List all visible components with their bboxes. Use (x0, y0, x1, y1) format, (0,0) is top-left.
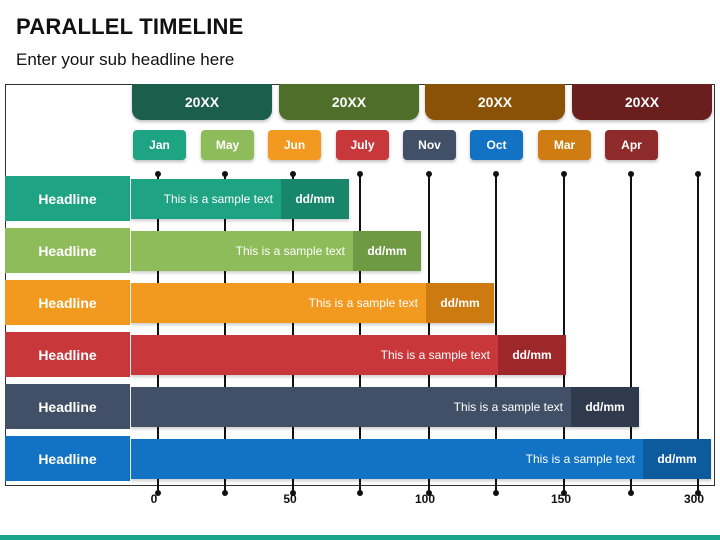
axis-tick-label: 150 (550, 492, 572, 506)
row-label-text: Headline (38, 450, 97, 467)
bar-date: dd/mm (498, 335, 566, 375)
year-tab: 20XX (279, 84, 419, 120)
page-title: PARALLEL TIMELINE (16, 14, 244, 39)
month-label: Jun (283, 138, 306, 152)
row-label: Headline (5, 228, 130, 273)
year-tab: 20XX (132, 84, 272, 120)
row-label-text: Headline (38, 398, 97, 415)
row-label: Headline (5, 176, 130, 221)
bar-date: dd/mm (353, 231, 421, 271)
axis-tick-label: 50 (283, 492, 297, 506)
year-tab: 20XX (425, 84, 565, 120)
month-pill: Jun (268, 130, 321, 160)
month-pill: July (336, 130, 389, 160)
grid-line (695, 171, 701, 496)
grid-line (155, 171, 161, 496)
bar-text: This is a sample text (163, 192, 273, 206)
row-label: Headline (5, 332, 130, 377)
row-label-text: Headline (38, 242, 97, 259)
timeline-bar: This is a sample text dd/mm (131, 179, 349, 219)
grid-line (222, 171, 228, 496)
year-tab: 20XX (572, 84, 712, 120)
axis-tick-label: 0 (150, 492, 158, 506)
grid-line (290, 171, 296, 496)
row-label: Headline (5, 384, 130, 429)
bar-date: dd/mm (643, 439, 711, 479)
row-label: Headline (5, 280, 130, 325)
page-subtitle: Enter your sub headline here (16, 50, 235, 69)
month-pill: May (201, 130, 254, 160)
month-pill: Apr (605, 130, 658, 160)
grid-line (426, 171, 432, 496)
month-pill: Mar (538, 130, 591, 160)
grid-line (628, 171, 634, 496)
month-label: Jan (149, 138, 170, 152)
row-label-text: Headline (38, 294, 97, 311)
footer-accent-bar (0, 535, 720, 540)
row-label-text: Headline (38, 190, 97, 207)
bar-text: This is a sample text (235, 244, 345, 258)
bar-text: This is a sample text (525, 452, 635, 466)
bar-date: dd/mm (571, 387, 639, 427)
year-label: 20XX (184, 94, 220, 110)
month-label: Apr (621, 138, 642, 152)
month-pill: Oct (470, 130, 523, 160)
year-label: 20XX (477, 94, 513, 110)
month-label: May (215, 138, 240, 152)
timeline-bar: This is a sample text dd/mm (131, 387, 639, 427)
timeline-bar: This is a sample text dd/mm (131, 231, 421, 271)
bar-date: dd/mm (426, 283, 494, 323)
bar-text: This is a sample text (453, 400, 563, 414)
year-label: 20XX (624, 94, 660, 110)
month-label: July (350, 138, 375, 152)
grid-line (561, 171, 567, 496)
timeline-bar: This is a sample text dd/mm (131, 335, 566, 375)
year-label: 20XX (331, 94, 367, 110)
row-label-text: Headline (38, 346, 97, 363)
bar-text: This is a sample text (380, 348, 490, 362)
month-pill: Jan (133, 130, 186, 160)
bar-date: dd/mm (281, 179, 349, 219)
timeline-bar: This is a sample text dd/mm (131, 439, 711, 479)
timeline-bar: This is a sample text dd/mm (131, 283, 494, 323)
bar-text: This is a sample text (308, 296, 418, 310)
month-pill: Nov (403, 130, 456, 160)
grid-line (493, 171, 499, 496)
month-label: Mar (553, 138, 576, 152)
axis-tick-label: 300 (683, 492, 705, 506)
month-label: Oct (486, 138, 507, 152)
month-label: Nov (418, 138, 441, 152)
grid-line (357, 171, 363, 496)
axis-tick-label: 100 (414, 492, 436, 506)
row-label: Headline (5, 436, 130, 481)
